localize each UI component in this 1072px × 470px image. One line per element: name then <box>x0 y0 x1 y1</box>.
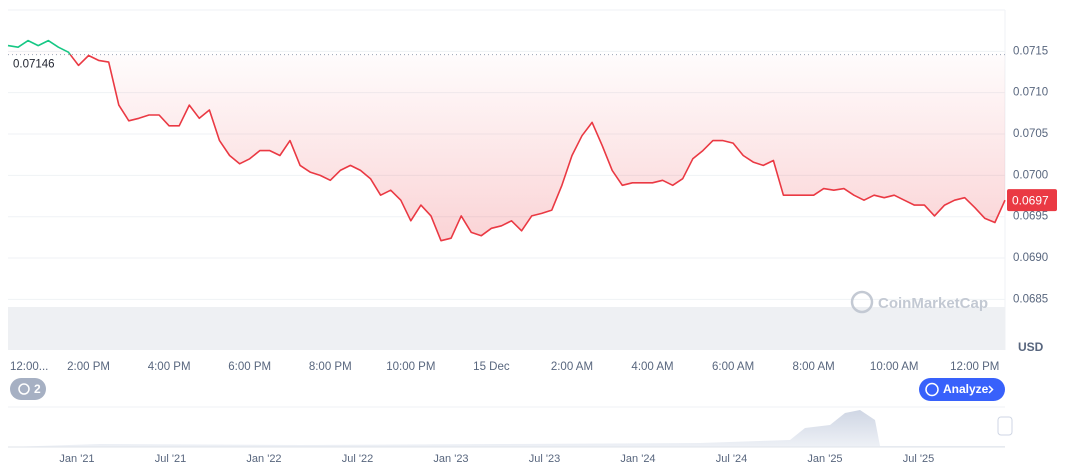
x-tick-label: 6:00 PM <box>228 361 271 373</box>
x-tick-label: 12:00... <box>10 361 48 373</box>
x-tick-label: 15 Dec <box>473 361 510 373</box>
watermark-text: CoinMarketCap <box>878 295 988 312</box>
x-tick-label: 10:00 AM <box>870 361 919 373</box>
navigator-label: Jul '25 <box>903 453 934 465</box>
y-tick-label: 0.0705 <box>1013 128 1048 140</box>
reference-label: 0.07146 <box>13 59 55 71</box>
navigator-label: Jan '25 <box>807 453 842 465</box>
price-tag-label: 0.0697 <box>1012 193 1049 207</box>
x-tick-label: 2:00 PM <box>67 361 110 373</box>
x-tick-label: 8:00 AM <box>793 361 835 373</box>
price-tag <box>1007 189 1057 212</box>
y-tick-label: 0.0700 <box>1013 169 1048 181</box>
navigator-label: Jul '21 <box>155 453 186 465</box>
x-tick-label: 6:00 AM <box>712 361 754 373</box>
x-tick-label: 4:00 PM <box>148 361 191 373</box>
navigator-area <box>8 410 1005 447</box>
x-tick-label: 4:00 AM <box>631 361 673 373</box>
analyze-label: Analyze <box>943 382 989 396</box>
navigator-label: Jan '23 <box>433 453 468 465</box>
price-line <box>7 39 1006 242</box>
navigator-label: Jan '24 <box>620 453 655 465</box>
y-tick-label: 0.0685 <box>1013 293 1048 305</box>
navigator-label: Jul '22 <box>342 453 373 465</box>
navigator-label: Jul '23 <box>529 453 560 465</box>
history-count: 2 <box>34 382 41 396</box>
x-tick-label: 8:00 PM <box>309 361 352 373</box>
x-tick-label: 10:00 PM <box>386 361 435 373</box>
area-fill <box>8 40 1005 241</box>
reference-label-bg <box>10 56 64 73</box>
navigator-label: Jan '22 <box>246 453 281 465</box>
watermark: CoinMarketCap <box>850 290 988 314</box>
y-tick-label: 0.0710 <box>1013 87 1048 99</box>
navigator-label: Jul '24 <box>716 453 747 465</box>
y-tick-label: 0.0695 <box>1013 211 1048 223</box>
y-tick-label: 0.0715 <box>1013 45 1048 57</box>
x-tick-label: 12:00 PM <box>950 361 999 373</box>
navigator-label: Jan '21 <box>59 453 94 465</box>
volume-band <box>8 307 1005 350</box>
y-axis-label: USD <box>1018 340 1044 354</box>
history-badge[interactable]: 2 <box>10 378 46 400</box>
analyze-button[interactable]: Analyze <box>919 378 1005 401</box>
y-tick-label: 0.0690 <box>1013 252 1048 264</box>
navigator-handle[interactable] <box>997 416 1013 436</box>
x-tick-label: 2:00 AM <box>551 361 593 373</box>
